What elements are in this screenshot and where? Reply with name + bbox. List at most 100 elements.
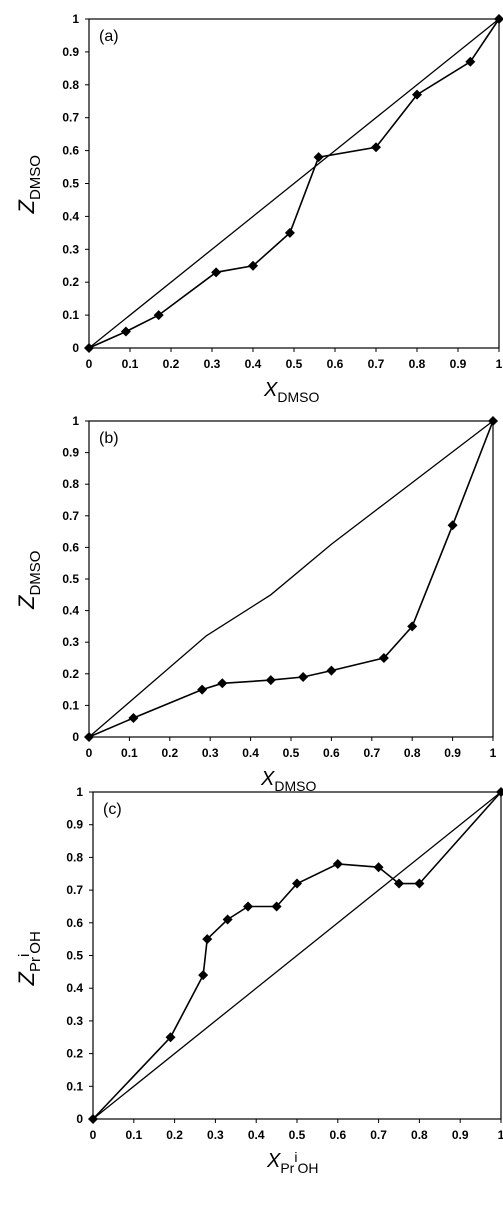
data-point [373, 862, 384, 873]
data-point [332, 858, 343, 869]
y-axis-label: ZPriOH [14, 931, 44, 986]
y-axis-label-symbol: Z [14, 971, 39, 987]
x-tick-label: 0 [90, 1128, 97, 1142]
y-tick-label: 0.2 [66, 1047, 83, 1061]
y-axis-label-symbol: Z [14, 199, 39, 215]
y-axis-label-subscript: Pr [27, 957, 44, 972]
panel-label: (c) [103, 801, 122, 818]
x-tick-label: 1 [498, 1128, 503, 1142]
data-point [394, 878, 404, 889]
x-tick-label: 0.8 [411, 1128, 428, 1142]
x-tick-label: 0.4 [248, 1128, 265, 1142]
x-tick-label: 0.3 [204, 357, 221, 371]
data-point [217, 678, 228, 689]
x-tick-label: 0.3 [207, 1128, 224, 1142]
x-tick-label: 0.8 [404, 746, 421, 760]
y-tick-label: 0.5 [66, 949, 83, 963]
y-tick-label: 0.2 [62, 667, 79, 681]
y-tick-label: 0.9 [62, 45, 79, 59]
data-point [265, 675, 276, 686]
panel-label: (a) [99, 28, 119, 45]
data-point [222, 914, 233, 925]
x-axis-label-superscript: i [294, 1149, 297, 1165]
y-tick-label: 0.8 [62, 78, 79, 92]
data-point [84, 343, 94, 353]
y-tick-label: 1 [72, 12, 79, 26]
data-point [284, 227, 295, 238]
y-tick-label: 0.3 [62, 242, 79, 256]
x-axis-label: XDMSO [263, 379, 319, 405]
y-tick-label: 0.3 [66, 1014, 83, 1028]
data-point [165, 1032, 176, 1043]
y-tick-label: 0 [76, 1112, 83, 1126]
y-tick-label: 0.5 [62, 177, 79, 191]
data-point [313, 152, 324, 163]
y-tick-label: 0.6 [62, 144, 79, 158]
x-tick-label: 0.3 [202, 746, 219, 760]
y-axis-label-superscript: i [16, 954, 33, 957]
y-tick-label: 0.9 [66, 818, 83, 832]
y-tick-label: 0.4 [66, 981, 83, 995]
y-tick-label: 1 [76, 785, 83, 799]
data-point [298, 671, 309, 682]
y-axis-label-subscript: DMSO [27, 551, 44, 596]
data-point [153, 310, 164, 321]
x-tick-label: 0 [86, 357, 93, 371]
data-point [496, 787, 503, 797]
x-tick-label: 0.9 [450, 357, 467, 371]
data-point [371, 142, 381, 153]
panel-a: 0 0.1 0.2 0.3 0.4 0.5 0.6 0.7 0.8 0.9 1 0 0.1 0.2 0.3 0… [14, 12, 503, 405]
y-tick-label: 0.3 [62, 635, 79, 649]
x-tick-label: 0.8 [409, 357, 426, 371]
data-point [248, 260, 258, 271]
y-tick-label: 0.9 [62, 446, 79, 460]
data-point [326, 665, 337, 676]
data-point [84, 732, 94, 742]
y-tick-label: 0.1 [62, 308, 79, 322]
x-axis-label: XPriOH [266, 1149, 318, 1176]
data-point [378, 653, 389, 663]
data-point [197, 684, 208, 695]
data-point [292, 878, 302, 889]
data-point [88, 1114, 98, 1124]
data-point [414, 878, 425, 889]
y-tick-label: 0.6 [62, 540, 79, 554]
y-axis-label-subscript: DMSO [27, 155, 44, 200]
x-tick-label: 0.2 [166, 1128, 183, 1142]
y-axis-label-subscript-2: OH [27, 931, 44, 954]
y-tick-label: 0.6 [66, 916, 83, 930]
y-axis-label: ZDMSO [14, 155, 44, 214]
x-tick-label: 0.7 [363, 746, 380, 760]
x-axis-label-symbol: X [263, 379, 278, 401]
data-point [120, 326, 131, 337]
panel-label: (b) [99, 430, 119, 447]
y-tick-label: 0.2 [62, 275, 79, 289]
x-tick-label: 0.4 [242, 746, 259, 760]
data-point [447, 520, 458, 531]
y-tick-label: 0.4 [62, 604, 79, 618]
x-tick-label: 0.2 [163, 357, 180, 371]
y-tick-label: 1 [72, 414, 79, 428]
x-tick-label: 0.6 [329, 1128, 346, 1142]
x-tick-label: 0 [86, 746, 93, 760]
x-tick-label: 1 [490, 746, 497, 760]
x-axis-label-subscript: DMSO [274, 778, 316, 794]
data-point [271, 901, 282, 912]
data-point [407, 621, 418, 632]
x-tick-label: 0.1 [125, 1128, 142, 1142]
y-tick-label: 0.5 [62, 572, 79, 586]
x-axis-label-symbol: X [266, 1150, 281, 1172]
y-tick-label: 0 [72, 730, 79, 744]
x-tick-label: 0.5 [289, 1128, 306, 1142]
data-point [488, 416, 498, 426]
y-axis-label: ZDMSO [14, 551, 44, 610]
plot-frame [88, 420, 494, 738]
data-point [202, 934, 213, 945]
y-tick-label: 0.7 [66, 883, 83, 897]
x-tick-label: 0.9 [452, 1128, 469, 1142]
x-tick-label: 0.1 [121, 746, 138, 760]
data-point [412, 89, 422, 100]
x-axis-label-subscript: DMSO [277, 389, 319, 405]
series-line [88, 420, 494, 738]
y-tick-label: 0.7 [62, 509, 79, 523]
